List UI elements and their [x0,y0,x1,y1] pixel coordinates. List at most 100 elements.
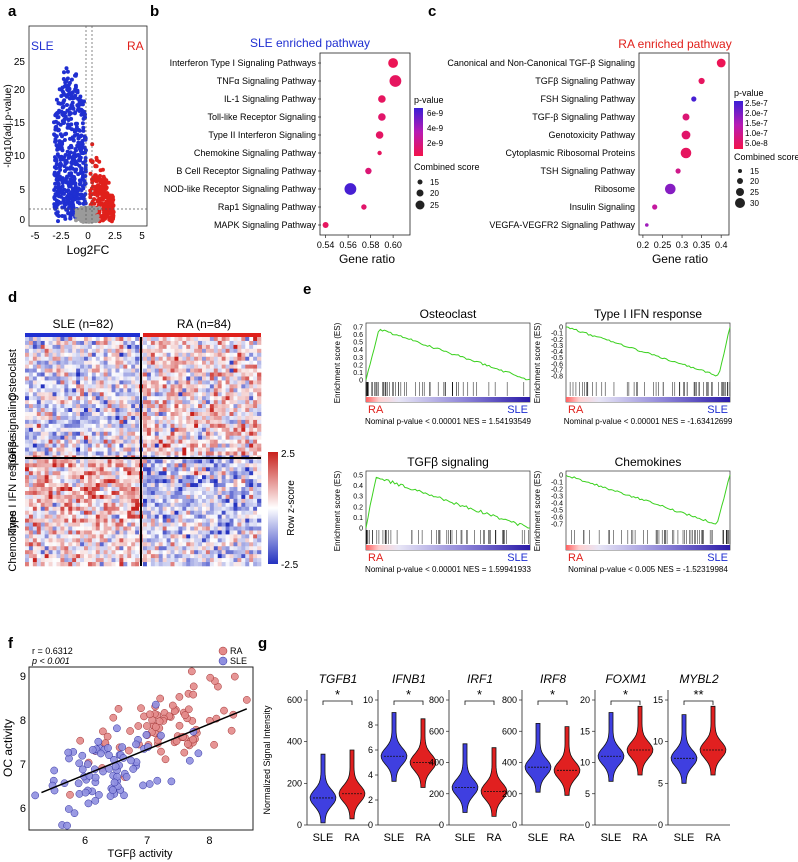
heatmap-cell [115,538,120,543]
heatmap-cell [241,550,246,555]
heatmap-cell [80,427,85,433]
heatmap-cell [107,522,112,527]
heatmap-cell [245,344,250,350]
heatmap-cell [225,439,230,444]
heatmap-cell [36,376,42,381]
heatmap-cell [174,475,179,480]
heatmap-cell [111,538,116,543]
heatmap-cell [143,522,148,527]
heatmap-cell [52,415,57,421]
heatmap-cell [237,348,242,354]
heatmap-cell [28,435,34,440]
heatmap-cell [174,427,179,433]
heatmap-cell [40,534,45,539]
heatmap-cell [119,372,124,377]
heatmap-cell [103,554,108,559]
heatmap-cell [245,372,250,377]
heatmap-cell [107,494,112,500]
heatmap-cell [150,451,156,456]
heatmap-cell [52,360,57,365]
heatmap-cell [127,463,132,468]
heatmap-cell [225,550,230,555]
heatmap-cell [182,368,187,373]
heatmap-cell [56,498,61,504]
heatmap-cell [28,408,34,413]
heatmap-cell [119,400,124,405]
heatmap-cell [95,376,101,381]
heatmap-cell [95,427,101,433]
heatmap-cell [87,459,93,464]
heatmap-cell [127,439,132,444]
heatmap-cell [131,396,136,401]
heatmap-cell [76,459,81,464]
heatmap-cell [115,443,120,448]
heatmap-cell [233,546,238,551]
heatmap-cell [127,360,132,365]
heatmap-cell [95,459,101,464]
heatmap-cell [257,376,262,381]
heatmap-cell [233,534,238,539]
heatmap-cell [115,463,120,468]
heatmap-cell [221,415,226,421]
heatmap-cell [166,435,171,440]
heatmap-cell [249,459,254,464]
heatmap-cell [119,483,124,488]
heatmap-cell [237,439,242,444]
heatmap-cell [217,562,222,567]
heatmap-cell [99,364,104,369]
heatmap-cell [119,404,124,409]
heatmap-cell [64,419,69,425]
heatmap-cell [91,522,97,527]
heatmap-cell [60,443,65,448]
heatmap-cell [40,388,45,393]
heatmap-cell [48,510,53,515]
heatmap-cell [87,344,93,350]
heatmap-cell [158,518,163,523]
heatmap-cell [84,467,89,472]
gsea-y-tick: -0.3 [551,494,563,501]
heatmap-cell [253,502,258,508]
heatmap-cell [182,431,187,437]
scatter-point-sle [64,805,73,813]
heatmap-cell [131,558,136,563]
volcano-point-ra [101,178,106,182]
heatmap-cell [91,376,97,381]
heatmap-cell [64,408,69,413]
heatmap-cell [119,467,124,472]
heatmap-cell [166,494,171,500]
heatmap-cell [146,498,152,504]
heatmap-cell [52,534,57,539]
heatmap-cell [143,550,148,555]
x-tick-label: 0.35 [693,240,711,250]
heatmap-cell [241,392,246,397]
heatmap-cell [158,483,163,488]
heatmap-cell [99,562,104,567]
heatmap-cell [107,404,112,409]
heatmap-cell [111,392,116,397]
heatmap-cell [119,546,124,551]
heatmap-cell [44,340,49,346]
heatmap-cell [40,372,45,377]
heatmap-cell [115,558,120,563]
heatmap-cell [127,546,132,551]
heatmap-cell [107,487,112,492]
heatmap-cell [52,368,57,373]
heatmap-cell [249,352,254,358]
ra-enrichment-dotplot: RA enriched pathway Canonical and Non-Ca… [447,37,798,266]
volcano-point-sle [76,136,81,141]
heatmap-cell [198,447,203,452]
heatmap-cell [186,522,191,527]
heatmap-cell [221,439,226,444]
heatmap-cell [174,352,179,358]
heatmap-cell [198,415,203,421]
heatmap-cell [150,558,156,563]
heatmap-cell [257,360,262,365]
heatmap-cell [205,546,211,551]
gsea-stat-text: Nominal p-value < 0.00001 NES = 1.599419… [365,565,531,574]
heatmap-cell [131,502,136,508]
heatmap-cell [217,356,222,361]
heatmap-cell [194,506,199,512]
heatmap-cell [257,522,262,527]
heatmap-cell [76,463,81,468]
heatmap-cell [241,408,246,413]
